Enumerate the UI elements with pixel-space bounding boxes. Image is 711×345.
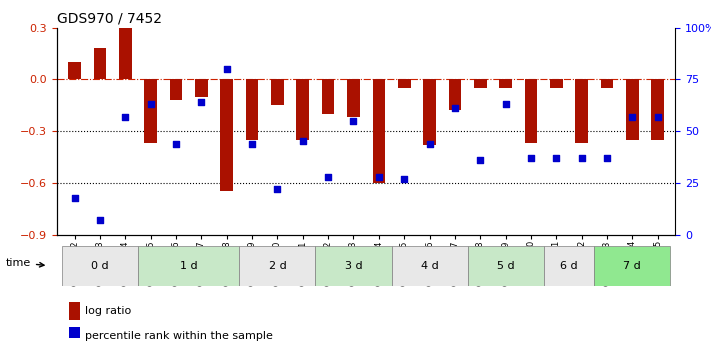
Bar [220,79,233,191]
Text: GDS970 / 7452: GDS970 / 7452 [57,11,162,25]
FancyBboxPatch shape [240,246,316,286]
Text: log ratio: log ratio [85,306,131,316]
Bar [271,79,284,105]
Point [424,141,435,146]
Text: time: time [6,258,44,268]
Bar [69,302,80,320]
FancyBboxPatch shape [392,246,468,286]
Bar [68,62,81,79]
Bar [525,79,538,143]
Point [272,186,283,192]
Point [95,217,106,223]
Bar [347,79,360,117]
Text: 5 d: 5 d [497,261,515,270]
Bar [119,28,132,79]
Point [119,114,131,119]
Point [323,174,334,179]
Bar [296,79,309,140]
Point [221,66,232,72]
Point [171,141,182,146]
Bar [449,79,461,110]
Bar [626,79,638,140]
Point [196,99,207,105]
Point [525,155,537,161]
Point [602,155,613,161]
Point [398,176,410,181]
Point [247,141,258,146]
Bar [322,79,334,114]
Point [626,114,638,119]
Point [297,139,309,144]
Bar [601,79,614,88]
Bar [246,79,258,140]
Text: 1 d: 1 d [180,261,198,270]
Point [69,196,80,201]
Bar [651,79,664,140]
Text: 3 d: 3 d [345,261,363,270]
FancyBboxPatch shape [544,246,594,286]
Text: 2 d: 2 d [269,261,287,270]
Bar [94,48,107,79]
Point [500,101,511,107]
Bar [195,79,208,97]
Bar [373,79,385,183]
Bar [499,79,512,88]
FancyBboxPatch shape [316,246,392,286]
Bar [170,79,182,100]
Text: 4 d: 4 d [421,261,439,270]
Bar [69,327,80,345]
Text: percentile rank within the sample: percentile rank within the sample [85,331,272,341]
Bar [575,79,588,143]
Point [373,174,385,179]
Point [576,155,587,161]
FancyBboxPatch shape [62,246,138,286]
Point [348,118,359,124]
Bar [423,79,436,145]
Point [550,155,562,161]
Bar [474,79,486,88]
Bar [550,79,562,88]
FancyBboxPatch shape [468,246,544,286]
Text: 6 d: 6 d [560,261,578,270]
Point [145,101,156,107]
Point [449,106,461,111]
Point [474,157,486,163]
FancyBboxPatch shape [594,246,670,286]
FancyBboxPatch shape [138,246,240,286]
Bar [398,79,410,88]
Point [652,114,663,119]
Bar [144,79,157,143]
Text: 7 d: 7 d [624,261,641,270]
Text: 0 d: 0 d [91,261,109,270]
